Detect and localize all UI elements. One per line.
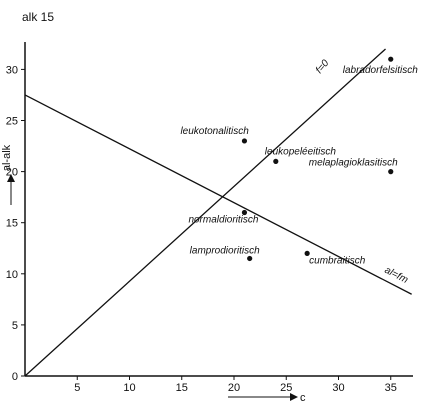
y-label-arrowhead [7,174,15,182]
y-tick-label: 20 [6,167,18,179]
y-tick-label: 0 [12,371,18,383]
data-point [273,158,279,164]
y-tick-label: 15 [6,218,18,230]
series-line [24,48,386,377]
y-axis-label: al-alk [1,144,13,171]
series-line [24,94,412,295]
data-point [241,209,248,216]
x-tick-label: 10 [123,382,135,394]
point-label: leukopeléeitisch [265,146,337,157]
line-label: al=fm [383,265,410,286]
data-point [388,169,394,175]
x-tick-label: 20 [228,382,240,394]
ticks-layer: 5 10 15 20 25 30 35 0 5 10 15 20 25 30 [6,64,397,394]
x-tick-label: 35 [385,382,397,394]
point-label: lamprodioritisch [190,245,260,256]
point-label: cumbraitisch [309,255,366,266]
x-label-arrowhead [290,393,298,401]
lines-layer: f=0 al=fm [24,48,412,377]
data-point [304,250,310,256]
chart-header: alk 15 [22,10,54,24]
point-label: labradorfelsitisch [343,65,418,76]
x-tick-label: 5 [74,382,80,394]
data-point [241,138,248,144]
data-point [247,255,253,262]
y-tick-label: 10 [6,269,18,281]
line-label: f=0 [314,58,332,76]
y-tick-label: 30 [6,64,18,76]
point-label: melaplagioklasitisch [309,158,398,169]
x-tick-label: 30 [332,382,344,394]
x-tick-label: 25 [280,382,292,394]
x-tick-label: 15 [176,382,188,394]
y-tick-label: 25 [6,116,18,128]
x-axis-label: c [300,392,306,404]
data-point [388,56,394,62]
point-label: leukotonalitisch [180,126,249,137]
y-tick-label: 5 [12,320,18,332]
point-label: normaldioritisch [188,214,258,225]
points-layer: labradorfelsitisch leukotonalitisch leukop… [180,56,418,266]
